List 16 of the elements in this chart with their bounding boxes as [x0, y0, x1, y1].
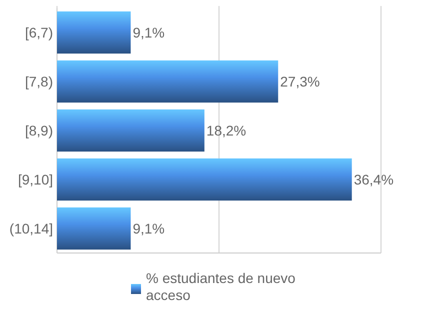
y-tick-label: [8,9) — [24, 122, 53, 138]
bar — [57, 109, 204, 152]
data-label: 36,4% — [354, 171, 394, 188]
bar — [57, 207, 131, 250]
bar — [57, 158, 352, 201]
y-tick-label: [9,10] — [18, 171, 53, 188]
y-tick-label: [6,7) — [24, 24, 53, 40]
data-label: 9,1% — [132, 220, 165, 236]
bar — [57, 60, 278, 103]
y-tick-label: [7,8) — [24, 73, 53, 90]
y-tick-label: (10,14] — [9, 220, 53, 236]
data-label: 18,2% — [206, 122, 246, 138]
data-label: 9,1% — [132, 24, 165, 40]
legend-label: % estudiantes de nuevo acceso — [146, 270, 296, 303]
bar — [57, 11, 131, 54]
data-label: 27,3% — [280, 73, 320, 90]
